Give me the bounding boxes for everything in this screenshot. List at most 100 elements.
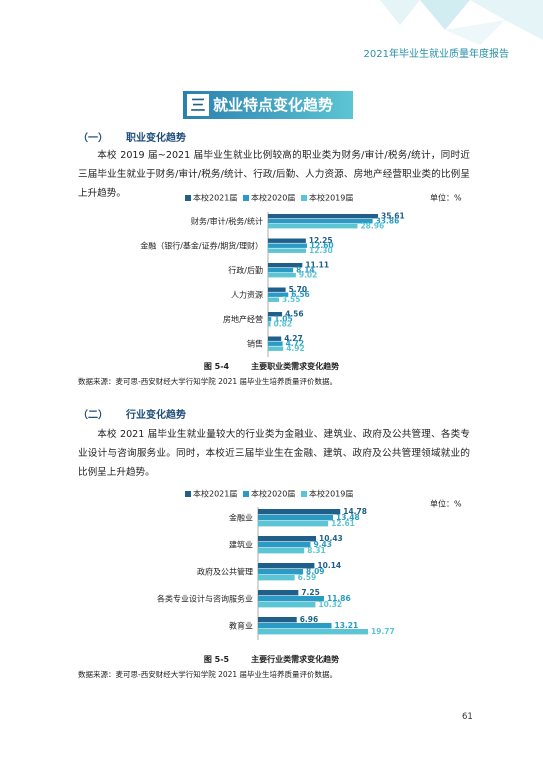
category-label: 销售 bbox=[247, 339, 263, 349]
decoration bbox=[380, 0, 543, 45]
bar bbox=[268, 248, 306, 253]
category-label: 建筑业 bbox=[229, 540, 253, 550]
value-label: 9.02 bbox=[299, 271, 318, 280]
value-label: 9.43 bbox=[313, 540, 332, 549]
header-title: 2021年毕业生就业质量年度报告 bbox=[363, 49, 509, 60]
chart: 本校2021届 本校2020届 本校2019届 单位：% 财务/审计/税务/统计 35.6… bbox=[140, 193, 462, 357]
figure-caption: 图 5-4 主要职业类需求变化趋势 bbox=[0, 361, 543, 372]
bar bbox=[268, 273, 296, 278]
source: 数据来源：麦可思-西安财经大学行知学院 2021 届毕业生培养质量评价数据。 bbox=[78, 670, 338, 679]
bar bbox=[268, 214, 378, 219]
bar bbox=[258, 575, 295, 581]
value-label: 6.96 bbox=[300, 615, 319, 624]
value-label: 6.59 bbox=[298, 573, 317, 582]
source: 数据来源：麦可思-西安财经大学行知学院 2021 届毕业生培养质量评价数据。 bbox=[78, 377, 338, 386]
bar bbox=[268, 322, 271, 327]
bar bbox=[258, 590, 299, 596]
value-label: 10.14 bbox=[317, 561, 341, 570]
value-label: 13.21 bbox=[335, 621, 359, 630]
bar bbox=[268, 341, 283, 346]
unit-label: 单位：% bbox=[430, 193, 462, 203]
value-label: 10.32 bbox=[318, 600, 342, 609]
category-label: 财务/审计/税务/统计 bbox=[191, 216, 263, 226]
bar bbox=[258, 623, 332, 629]
value-label: 12.61 bbox=[331, 519, 355, 528]
bar bbox=[258, 521, 329, 527]
unit-label: 单位：% bbox=[430, 499, 462, 509]
value-label: 12.30 bbox=[309, 246, 333, 255]
legend-label: 本校2021届 bbox=[193, 489, 237, 499]
figure-number: 图 5-5 bbox=[203, 655, 230, 664]
bar bbox=[268, 312, 283, 317]
value-label: 19.77 bbox=[371, 627, 395, 636]
bar bbox=[268, 287, 286, 292]
legend-label: 本校2019届 bbox=[309, 193, 353, 203]
section-number: 三 bbox=[187, 94, 209, 116]
value-label: 7.25 bbox=[301, 588, 320, 597]
bar bbox=[258, 563, 315, 569]
subheading: （一） 职业变化趋势 bbox=[78, 129, 186, 144]
legend-swatch bbox=[301, 491, 307, 497]
legend-swatch bbox=[301, 195, 307, 201]
caption: 主要行业类需求变化趋势 bbox=[251, 655, 340, 664]
bar bbox=[258, 596, 324, 602]
bar bbox=[268, 238, 306, 243]
legend-swatch bbox=[243, 195, 249, 201]
value-label: 8.31 bbox=[307, 546, 326, 555]
value-label: 13.48 bbox=[336, 513, 360, 522]
bar bbox=[258, 617, 297, 623]
bar bbox=[258, 569, 304, 575]
heading-number: （一） bbox=[78, 133, 108, 144]
caption: 主要职业类需求变化趋势 bbox=[251, 362, 340, 371]
category-label: 教育业 bbox=[229, 621, 253, 631]
category-label: 金融（银行/基金/证券/期货/理财） bbox=[140, 241, 263, 251]
value-label: 35.61 bbox=[381, 212, 405, 221]
value-label: 11.86 bbox=[327, 594, 351, 603]
bar bbox=[268, 297, 279, 302]
value-label: 4.92 bbox=[286, 344, 305, 353]
legend-swatch bbox=[185, 195, 191, 201]
value-label: 4.27 bbox=[284, 334, 303, 343]
bar bbox=[258, 509, 341, 515]
bar bbox=[258, 536, 317, 542]
bar bbox=[258, 548, 305, 554]
section-title: 就业特点变化趋势 bbox=[213, 96, 334, 114]
value-label: 10.43 bbox=[319, 534, 343, 543]
bar bbox=[258, 515, 334, 521]
value-label: 8.14 bbox=[296, 266, 315, 275]
value-label: 0.82 bbox=[274, 320, 293, 329]
value-label: 12.25 bbox=[309, 236, 333, 245]
category-label: 各类专业设计与咨询服务业 bbox=[157, 594, 253, 604]
category-label: 政府及公共管理 bbox=[197, 567, 253, 577]
category-label: 金融业 bbox=[229, 513, 253, 523]
bar bbox=[268, 268, 294, 273]
value-label: 12.60 bbox=[310, 241, 334, 250]
value-label: 5.70 bbox=[289, 285, 308, 294]
bar bbox=[258, 602, 316, 608]
value-label: 33.86 bbox=[376, 217, 400, 226]
figure-caption: 图 5-5 主要行业类需求变化趋势 bbox=[0, 654, 543, 665]
value-label: 14.78 bbox=[343, 507, 367, 516]
bar bbox=[268, 243, 307, 248]
bar bbox=[268, 292, 289, 297]
legend-swatch bbox=[243, 491, 249, 497]
value-label: 11.11 bbox=[305, 261, 329, 270]
value-label: 3.55 bbox=[282, 295, 301, 304]
section-banner: 三就业特点变化趋势 bbox=[183, 91, 353, 119]
category-label: 行政/后勤 bbox=[228, 265, 263, 275]
legend-label: 本校2019届 bbox=[309, 489, 353, 499]
value-label: 4.72 bbox=[286, 339, 305, 348]
value-label: 1.05 bbox=[274, 315, 293, 324]
category-label: 房地产经营 bbox=[223, 314, 263, 324]
legend-swatch bbox=[185, 491, 191, 497]
bar bbox=[268, 317, 272, 322]
heading: 职业变化趋势 bbox=[126, 133, 186, 144]
paragraph: 本校 2019 届~2021 届毕业生就业比例较高的职业类为财务/审计/税务/统… bbox=[78, 150, 470, 199]
value-label: 4.56 bbox=[285, 310, 304, 319]
legend-label: 本校2020届 bbox=[251, 193, 295, 203]
category-label: 人力资源 bbox=[231, 290, 263, 300]
page-number: 61 bbox=[462, 712, 473, 722]
bar bbox=[268, 263, 303, 268]
bar bbox=[258, 629, 368, 635]
